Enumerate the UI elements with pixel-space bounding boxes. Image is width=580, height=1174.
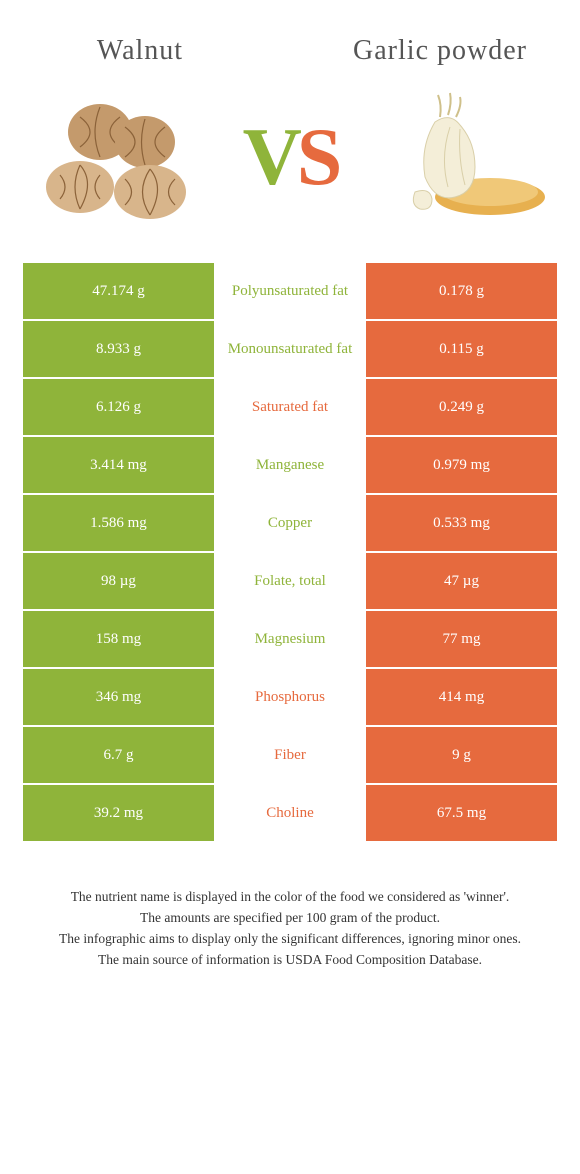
right-value: 67.5 mg — [365, 784, 558, 842]
note-line: The infographic aims to display only the… — [45, 929, 535, 950]
right-value: 0.533 mg — [365, 494, 558, 552]
left-value: 346 mg — [22, 668, 215, 726]
table-row: 6.7 gFiber9 g — [22, 726, 558, 784]
vs-s: S — [297, 116, 338, 198]
table-row: 6.126 gSaturated fat0.249 g — [22, 378, 558, 436]
titles-row: Walnut Garlic powder — [0, 0, 580, 67]
vs-v: V — [243, 116, 297, 198]
right-value: 0.249 g — [365, 378, 558, 436]
table-row: 47.174 gPolyunsaturated fat0.178 g — [22, 262, 558, 320]
nutrient-table: 47.174 gPolyunsaturated fat0.178 g8.933 … — [22, 262, 558, 842]
left-value: 6.7 g — [22, 726, 215, 784]
right-value: 0.979 mg — [365, 436, 558, 494]
footer-notes: The nutrient name is displayed in the co… — [0, 842, 580, 971]
note-line: The amounts are specified per 100 gram o… — [45, 908, 535, 929]
table-row: 158 mgMagnesium77 mg — [22, 610, 558, 668]
right-value: 0.115 g — [365, 320, 558, 378]
table-row: 98 µgFolate, total47 µg — [22, 552, 558, 610]
nutrient-name: Folate, total — [215, 552, 365, 610]
nutrient-name: Fiber — [215, 726, 365, 784]
nutrient-name: Magnesium — [215, 610, 365, 668]
note-line: The main source of information is USDA F… — [45, 950, 535, 971]
nutrient-name: Saturated fat — [215, 378, 365, 436]
note-line: The nutrient name is displayed in the co… — [45, 887, 535, 908]
walnut-image — [30, 87, 200, 227]
table-row: 3.414 mgManganese0.979 mg — [22, 436, 558, 494]
table-row: 8.933 gMonounsaturated fat0.115 g — [22, 320, 558, 378]
right-food-title: Garlic powder — [340, 35, 540, 67]
nutrient-name: Copper — [215, 494, 365, 552]
left-value: 39.2 mg — [22, 784, 215, 842]
nutrient-name: Choline — [215, 784, 365, 842]
left-value: 47.174 g — [22, 262, 215, 320]
nutrient-name: Polyunsaturated fat — [215, 262, 365, 320]
right-value: 0.178 g — [365, 262, 558, 320]
left-value: 8.933 g — [22, 320, 215, 378]
right-value: 414 mg — [365, 668, 558, 726]
nutrient-name: Monounsaturated fat — [215, 320, 365, 378]
table-row: 39.2 mgCholine67.5 mg — [22, 784, 558, 842]
left-value: 1.586 mg — [22, 494, 215, 552]
left-value: 3.414 mg — [22, 436, 215, 494]
right-value: 47 µg — [365, 552, 558, 610]
left-value: 98 µg — [22, 552, 215, 610]
right-value: 77 mg — [365, 610, 558, 668]
garlic-image — [380, 87, 550, 227]
left-value: 6.126 g — [22, 378, 215, 436]
hero-row: VS — [0, 67, 580, 262]
nutrient-name: Phosphorus — [215, 668, 365, 726]
left-food-title: Walnut — [40, 35, 240, 67]
left-value: 158 mg — [22, 610, 215, 668]
nutrient-name: Manganese — [215, 436, 365, 494]
vs-label: VS — [243, 116, 338, 198]
table-row: 1.586 mgCopper0.533 mg — [22, 494, 558, 552]
table-row: 346 mgPhosphorus414 mg — [22, 668, 558, 726]
right-value: 9 g — [365, 726, 558, 784]
